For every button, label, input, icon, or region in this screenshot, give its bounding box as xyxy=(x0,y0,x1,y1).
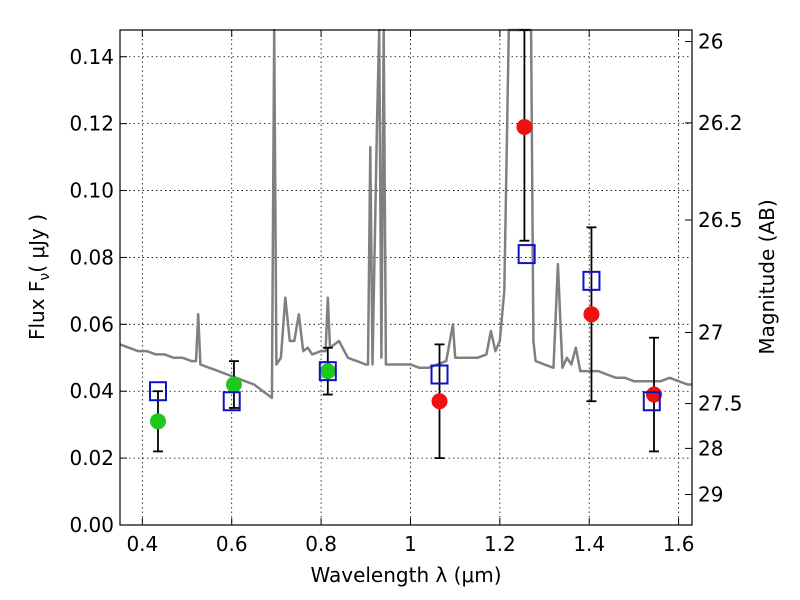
y-axis-title-sub: ν xyxy=(37,273,53,281)
y-tick-label: 0.00 xyxy=(69,513,114,537)
x-tick-label: 1.2 xyxy=(484,532,516,556)
y2-tick-label: 27 xyxy=(698,321,723,345)
model-square xyxy=(148,381,167,402)
model-square xyxy=(222,391,241,412)
y2-axis-title: Magnitude (AB) xyxy=(755,199,779,354)
x-tick-label: 0.6 xyxy=(216,532,248,556)
spectrum-line xyxy=(119,28,692,400)
green-data-point xyxy=(149,413,166,430)
model-square xyxy=(430,364,449,385)
y2-tick-label: 26.2 xyxy=(698,111,743,135)
y2-tick-label: 29 xyxy=(698,482,723,506)
plot-frame xyxy=(119,29,693,526)
y2-tick-label: 26.5 xyxy=(698,208,743,232)
y-axis-title: Flux Fν( μJy ) xyxy=(25,214,53,340)
x-tick-label: 1.4 xyxy=(573,532,605,556)
red-data-point xyxy=(583,306,600,323)
ticks-layer: 0.4 0.6 0.8 1 1.2 1.4 1.6 0.00 0.02 0.04 0.06 0.08 0… xyxy=(69,30,742,556)
green-data-point xyxy=(225,376,242,393)
y-axis-title-main: Flux F xyxy=(25,281,49,340)
y-tick-label: 0.10 xyxy=(69,179,114,203)
errorbar-layer xyxy=(152,29,660,460)
model-square xyxy=(318,361,337,382)
red-data-point xyxy=(646,386,663,403)
y2-tick-label: 27.5 xyxy=(698,392,743,416)
model-square xyxy=(642,391,661,412)
red-data-point xyxy=(516,118,533,135)
x-tick-label: 0.8 xyxy=(305,532,337,556)
y-tick-label: 0.06 xyxy=(69,312,114,336)
points-layer xyxy=(148,118,663,430)
x-tick-label: 1 xyxy=(404,532,417,556)
x-axis-title: Wavelength λ (μm) xyxy=(310,563,501,587)
grid xyxy=(120,30,692,526)
y-axis-title-unit: ( μJy ) xyxy=(25,214,49,273)
y2-tick-label: 26 xyxy=(698,30,723,54)
y-tick-label: 0.14 xyxy=(69,45,114,69)
y-tick-label: 0.08 xyxy=(69,245,114,269)
x-tick-label: 0.4 xyxy=(126,532,158,556)
y-tick-label: 0.12 xyxy=(69,112,114,136)
model-square xyxy=(517,244,536,265)
x-tick-label: 1.6 xyxy=(663,532,695,556)
spectrum-layer xyxy=(119,28,692,400)
y-tick-label: 0.04 xyxy=(69,379,114,403)
green-data-point xyxy=(319,363,336,380)
y-tick-label: 0.02 xyxy=(69,446,114,470)
red-data-point xyxy=(431,393,448,410)
model-square xyxy=(582,270,601,291)
y2-tick-label: 28 xyxy=(698,436,723,460)
